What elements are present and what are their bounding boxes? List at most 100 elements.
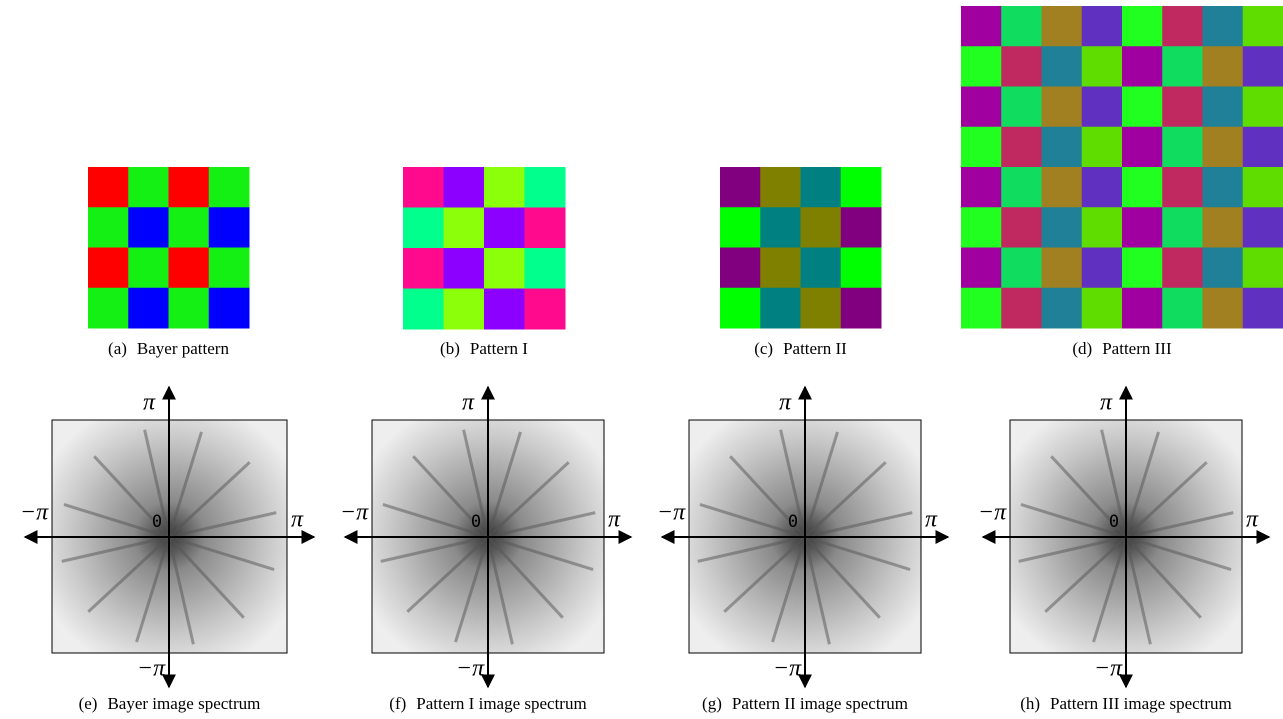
pattern-cell	[209, 167, 250, 208]
caption-text: Pattern I image spectrum	[416, 694, 586, 713]
pattern-cell	[1203, 6, 1244, 47]
caption-label: (a)	[108, 339, 127, 358]
pattern-cell	[444, 167, 485, 208]
pattern-cell	[484, 248, 525, 289]
pattern-cell	[961, 248, 1002, 289]
caption-label: (d)	[1072, 339, 1092, 358]
pattern-cell	[1243, 207, 1283, 248]
caption-text: Pattern II	[783, 339, 847, 358]
pattern-cell	[1243, 127, 1283, 168]
pattern-cell	[1162, 6, 1203, 47]
pattern-cell	[1203, 167, 1244, 208]
origin-label: 0	[152, 512, 162, 532]
pattern-cell	[1082, 46, 1123, 87]
pattern-cell	[1122, 87, 1163, 128]
axis-label-left: −π	[340, 500, 369, 526]
pattern-cell	[128, 207, 169, 248]
pattern-cell	[1082, 6, 1123, 47]
pattern-cell	[1001, 248, 1042, 289]
axis-label-right: π	[1246, 507, 1259, 533]
pattern-cell	[760, 248, 801, 289]
pattern-cell	[1042, 46, 1083, 87]
pattern-cell	[1203, 127, 1244, 168]
pattern-cell	[1001, 6, 1042, 47]
pattern-cell	[1122, 46, 1163, 87]
pattern-cell	[1162, 248, 1203, 289]
pattern-cell	[1162, 207, 1203, 248]
origin-label: 0	[788, 512, 798, 532]
pattern-cell	[1122, 248, 1163, 289]
pattern-cell	[88, 167, 129, 208]
pattern-cell	[1243, 167, 1283, 208]
axis-label-right: π	[291, 507, 304, 533]
axis-label-right: π	[925, 507, 938, 533]
pattern-cell	[484, 167, 525, 208]
axis-label-left: −π	[657, 500, 686, 526]
axis-label-bottom: −π	[137, 656, 166, 682]
pattern-cell	[209, 207, 250, 248]
caption: (d)Pattern III	[1072, 339, 1172, 358]
caption: (b)Pattern I	[440, 339, 528, 358]
pattern-cell	[720, 288, 761, 329]
pattern-cell	[525, 248, 566, 289]
pattern-cell	[1203, 46, 1244, 87]
pattern-cell	[1243, 248, 1283, 289]
pattern-cell	[128, 248, 169, 289]
pattern-cell	[1162, 288, 1203, 329]
pattern-cell	[1122, 288, 1163, 329]
pattern-cell	[1162, 87, 1203, 128]
caption: (a) Bayer pattern	[108, 339, 229, 358]
pattern-cell	[801, 288, 842, 329]
pattern-cell	[88, 207, 129, 248]
axis-label-top: π	[143, 390, 156, 416]
pattern-cell	[841, 248, 882, 289]
pattern-cell	[1001, 207, 1042, 248]
caption: (e)Bayer image spectrum	[79, 694, 261, 713]
pattern-cell	[1082, 288, 1123, 329]
caption-text: Pattern II image spectrum	[732, 694, 908, 713]
pattern-cell	[525, 289, 566, 330]
pattern-cell	[209, 248, 250, 289]
pattern-cell	[841, 167, 882, 208]
pattern-cell	[484, 208, 525, 249]
axis-label-top: π	[779, 390, 792, 416]
pattern-cell	[961, 167, 1002, 208]
caption-label: (f)	[389, 694, 406, 713]
pattern-cell	[403, 167, 444, 208]
pattern-cell	[169, 207, 210, 248]
pattern-cell	[760, 207, 801, 248]
pattern-cell	[1042, 207, 1083, 248]
caption: (c)Pattern II	[754, 339, 847, 358]
pattern-cell	[1001, 87, 1042, 128]
pattern-cell	[1042, 167, 1083, 208]
pattern-cell	[801, 248, 842, 289]
pattern-cell	[1162, 167, 1203, 208]
pattern-cell	[961, 87, 1002, 128]
pattern-cell	[1203, 288, 1244, 329]
pattern-cell	[88, 288, 129, 329]
origin-label: 0	[1109, 512, 1119, 532]
pattern-cell	[1001, 167, 1042, 208]
caption-label: (e)	[79, 694, 98, 713]
pattern-cell	[1042, 248, 1083, 289]
pattern-cell	[444, 208, 485, 249]
axis-label-top: π	[1100, 390, 1113, 416]
pattern-cell	[403, 289, 444, 330]
pattern-cell	[961, 46, 1002, 87]
pattern-cell	[88, 248, 129, 289]
pattern-cell	[720, 207, 761, 248]
pattern-cell	[1042, 127, 1083, 168]
pattern-cell	[961, 6, 1002, 47]
pattern-cell	[128, 288, 169, 329]
caption-text: Bayer pattern	[137, 339, 230, 358]
pattern-cell	[1203, 248, 1244, 289]
axis-label-right: π	[608, 507, 621, 533]
pattern-cell	[1122, 207, 1163, 248]
axis-label-bottom: −π	[456, 656, 485, 682]
axis-label-bottom: −π	[1094, 656, 1123, 682]
pattern-cell	[1082, 87, 1123, 128]
pattern-cell	[961, 127, 1002, 168]
pattern-cell	[801, 167, 842, 208]
pattern-cell	[169, 248, 210, 289]
pattern-cell	[403, 248, 444, 289]
